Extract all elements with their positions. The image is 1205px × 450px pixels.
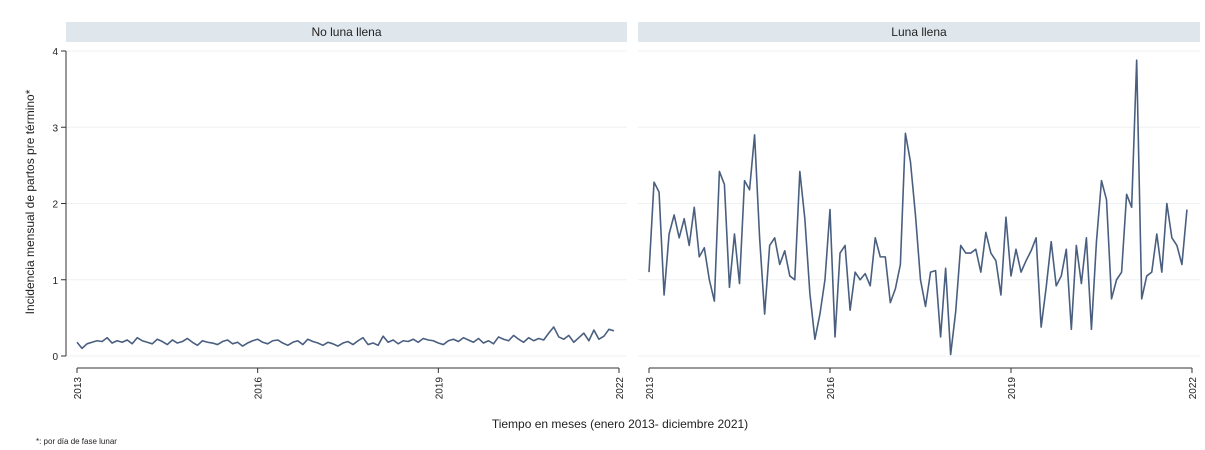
y-axis-title: Incidencia mensual de partos pre término… (23, 89, 37, 314)
y-tick-label: 4 (52, 47, 58, 58)
y-tick-label: 3 (52, 123, 58, 134)
panel-strip-2 (638, 22, 1200, 42)
y-tick-label: 2 (52, 200, 58, 211)
x-tick-label: 2013 (645, 377, 656, 400)
x-tick-label: 2022 (1188, 377, 1199, 400)
x-tick-label: 2016 (254, 377, 265, 400)
x-tick-label: 2013 (73, 377, 84, 400)
x-tick-label: 2019 (434, 377, 445, 400)
series-line-2 (648, 59, 1188, 356)
x-axis-title: Tiempo en meses (enero 2013- diciembre 2… (492, 417, 748, 431)
footnote: *: por día de fase lunar (36, 437, 117, 446)
x-tick-label: 2022 (615, 377, 626, 400)
x-tick-label: 2019 (1007, 377, 1018, 400)
panel-strip-1 (66, 22, 627, 42)
y-tick-label: 0 (52, 352, 58, 363)
panel-plot-area-2 (638, 42, 1200, 362)
x-tick-label: 2016 (826, 377, 837, 400)
y-tick-label: 1 (52, 276, 58, 287)
series-line-1 (76, 326, 615, 350)
panel-plot-area-1 (66, 42, 627, 362)
panel-title-2: Luna llena (891, 25, 947, 39)
panel-title-1: No luna llena (311, 25, 381, 39)
